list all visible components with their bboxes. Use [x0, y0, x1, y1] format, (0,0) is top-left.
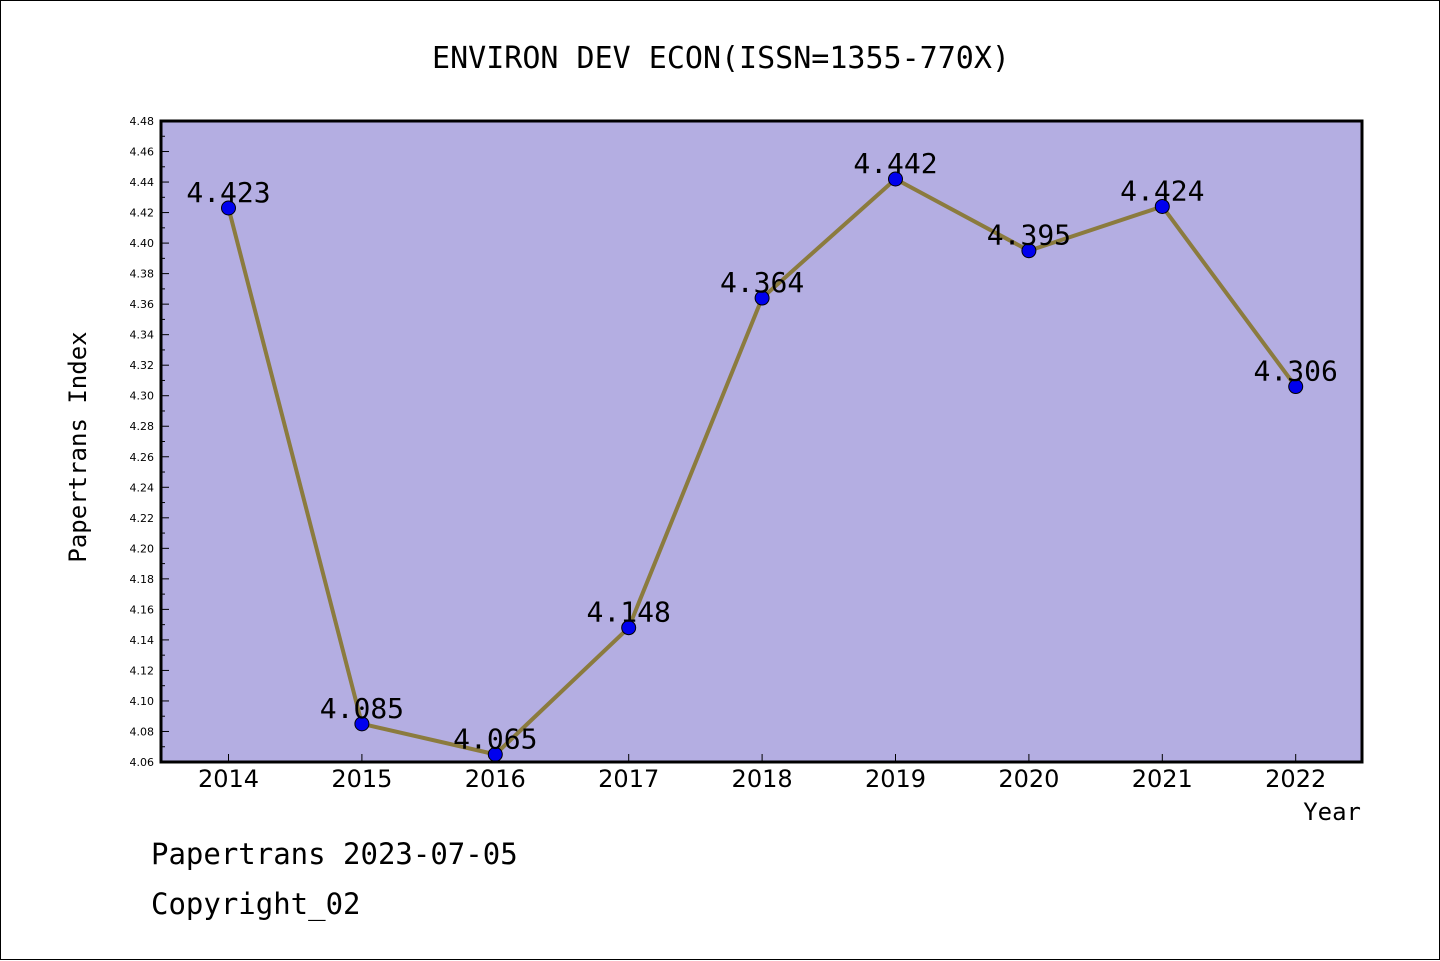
data-label: 4.364	[720, 266, 804, 299]
data-point	[754, 290, 770, 306]
data-label: 4.306	[1254, 355, 1338, 388]
data-point	[221, 200, 236, 216]
x-tick-label: 2022	[1265, 765, 1326, 793]
x-tick-label: 2020	[998, 765, 1059, 793]
series-markers	[221, 171, 1304, 762]
y-tick-label: 4.24	[130, 481, 155, 494]
chart-title: ENVIRON DEV ECON(ISSN=1355-770X)	[432, 41, 1010, 76]
y-tick-label: 4.08	[130, 725, 155, 738]
data-point	[1021, 243, 1037, 259]
x-axis: 2014 2015 2016 2017 2018 2019 2020 2021 2022	[198, 754, 1326, 793]
data-label: 4.442	[853, 147, 937, 180]
y-tick-label: 4.26	[130, 451, 155, 464]
y-tick-label: 4.36	[130, 298, 155, 311]
data-label: 4.065	[453, 722, 537, 755]
data-label: 4.395	[987, 219, 1071, 252]
data-point	[354, 716, 370, 732]
y-tick-label: 4.22	[130, 512, 155, 525]
y-tick-label: 4.46	[130, 146, 155, 159]
data-label: 4.148	[587, 596, 671, 629]
x-tick-label: 2014	[198, 765, 259, 793]
y-tick-label: 4.14	[130, 634, 155, 647]
plot-border	[159, 119, 1364, 764]
data-point	[1154, 198, 1170, 214]
y-tick-label: 4.40	[130, 237, 155, 250]
y-tick-label: 4.06	[130, 756, 155, 769]
y-tick-label: 4.10	[130, 695, 155, 708]
x-tick-label: 2021	[1132, 765, 1193, 793]
data-label: 4.424	[1120, 174, 1204, 207]
x-tick-label: 2018	[732, 765, 793, 793]
x-tick-label: 2019	[865, 765, 926, 793]
data-point	[888, 171, 903, 187]
y-axis-title: Papertrans Index	[64, 331, 92, 562]
x-axis-title: Year	[1303, 798, 1361, 826]
y-tick-label: 4.16	[130, 603, 155, 616]
y-tick-label: 4.28	[130, 420, 155, 433]
y-tick-label: 4.30	[130, 390, 155, 403]
y-tick-label: 4.12	[130, 664, 155, 677]
y-tick-label: 4.48	[130, 115, 155, 128]
y-tick-label: 4.18	[130, 573, 155, 586]
footer-date: Papertrans 2023-07-05	[151, 837, 518, 871]
data-labels: 4.423 4.085 4.065 4.148 4.364 4.442 4.395 4.424…	[186, 147, 1337, 755]
y-tick-label: 4.20	[130, 542, 155, 555]
x-tick-label: 2016	[465, 765, 526, 793]
data-point	[1288, 379, 1304, 395]
x-tick-label: 2015	[331, 765, 392, 793]
footer-copyright: Copyright_02	[151, 887, 361, 921]
data-label: 4.423	[186, 176, 270, 209]
y-tick-label: 4.38	[130, 268, 155, 281]
data-label: 4.085	[320, 692, 404, 725]
y-axis: 4.06 4.08 4.10 4.12 4.14 4.16 4.18 4.20 4.22 4.24…	[130, 115, 169, 769]
y-tick-label: 4.32	[130, 359, 155, 372]
x-tick-label: 2017	[598, 765, 659, 793]
plot-area	[161, 121, 1362, 762]
y-tick-label: 4.42	[130, 207, 155, 220]
y-tick-label: 4.44	[130, 176, 155, 189]
y-tick-label: 4.34	[130, 329, 155, 342]
data-point	[621, 620, 637, 636]
